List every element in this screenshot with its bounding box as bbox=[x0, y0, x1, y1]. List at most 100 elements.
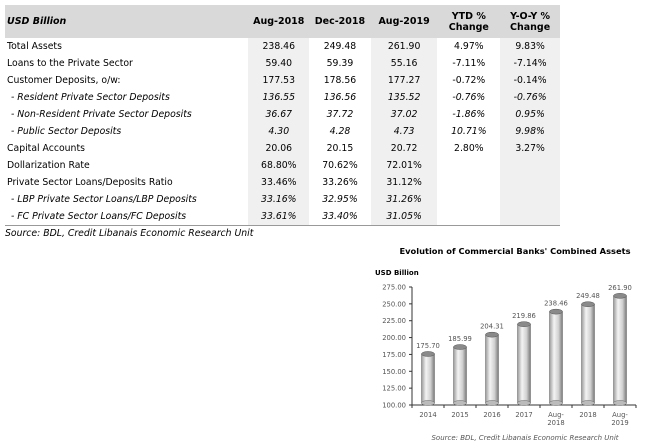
cell-value: 4.28 bbox=[329, 126, 351, 137]
table-row: Private Sector Loans/Deposits Ratio 33.46… bbox=[5, 174, 560, 191]
bar-body bbox=[517, 323, 531, 404]
column-header: Dec-2018 bbox=[309, 5, 371, 38]
table-row: Capital Accounts 20.06 20.15 20.72 2.80% 3.27… bbox=[5, 140, 560, 157]
cell-value: 10.71% bbox=[451, 126, 487, 137]
x-tick-label: 2017 bbox=[515, 411, 532, 419]
cell-value: 33.61% bbox=[248, 208, 310, 226]
data-label: 261.90 bbox=[608, 284, 632, 292]
cell-value: -0.76% bbox=[452, 92, 486, 103]
row-label: Customer Deposits, o/w: bbox=[7, 75, 121, 86]
x-tick-label: 2018 bbox=[579, 411, 596, 419]
column-header-text: YTD % bbox=[451, 10, 486, 22]
row-label: Private Sector Loans/Deposits Ratio bbox=[7, 177, 173, 188]
cell-value: -7.11% bbox=[452, 58, 486, 69]
bar: 219.86 bbox=[512, 312, 536, 406]
cell-value: 20.72 bbox=[370, 140, 438, 157]
bar: 185.99 bbox=[448, 335, 472, 406]
cell-value: 31.26% bbox=[370, 191, 438, 208]
column-header-text: USD Billion bbox=[7, 16, 67, 27]
cell-value: 249.48 bbox=[323, 41, 357, 52]
cell-value: 33.26% bbox=[322, 177, 358, 188]
bar-base bbox=[485, 400, 499, 406]
cell-value: 20.06 bbox=[248, 140, 310, 157]
column-header-text: Aug-2019 bbox=[378, 16, 430, 27]
x-tick-label: 2014 bbox=[419, 411, 436, 419]
y-tick-label: 100.00 bbox=[382, 402, 406, 410]
bar: 204.31 bbox=[480, 323, 504, 406]
bank-indicators-table: USD Billion Aug-2018 Dec-2018 Aug-2019 YTD %… bbox=[5, 5, 560, 226]
bar: 249.48 bbox=[576, 292, 600, 406]
bar-top bbox=[581, 301, 595, 307]
bar-top bbox=[517, 321, 531, 327]
cell-value: 0.95% bbox=[500, 106, 560, 123]
bar-top bbox=[613, 293, 627, 299]
cell-value: 36.67 bbox=[248, 106, 310, 123]
table-row: - Resident Private Sector Deposits 136.55… bbox=[5, 89, 560, 106]
bar-top bbox=[453, 344, 467, 350]
cell-value: 20.15 bbox=[326, 143, 354, 154]
bar-body bbox=[613, 295, 627, 404]
bar-base bbox=[613, 400, 627, 406]
cell-value: 9.83% bbox=[500, 38, 560, 55]
column-header: Y-O-Y % Change bbox=[500, 5, 560, 38]
chart-bars: 175.70 185.99 204.31 219.86 238.46 249.48 261.… bbox=[416, 284, 632, 406]
cell-value: 59.39 bbox=[326, 58, 354, 69]
cell-value: 136.56 bbox=[323, 92, 357, 103]
chart-source-note: Source: BDL, Credit Libanais Economic Re… bbox=[431, 434, 618, 442]
combined-assets-chart: Evolution of Commercial Banks' Combined … bbox=[375, 246, 637, 442]
bar-body bbox=[453, 346, 467, 404]
table-row: - Public Sector Deposits 4.30 4.28 4.73 10.7… bbox=[5, 123, 560, 140]
row-label: - FC Private Sector Loans/FC Deposits bbox=[5, 208, 249, 226]
cell-value bbox=[437, 191, 500, 208]
bar-body bbox=[581, 303, 595, 404]
cell-value: 59.40 bbox=[248, 55, 310, 72]
bar-base bbox=[517, 400, 531, 406]
cell-value: -1.86% bbox=[452, 109, 486, 120]
bar: 261.90 bbox=[608, 284, 632, 406]
cell-value: -0.14% bbox=[500, 72, 560, 89]
row-label: - Public Sector Deposits bbox=[11, 126, 122, 137]
x-tick-label: Aug- bbox=[548, 411, 564, 419]
table-row: Loans to the Private Sector 59.40 59.39 55.… bbox=[5, 55, 560, 72]
cell-value: 55.16 bbox=[370, 55, 438, 72]
cell-value: 238.46 bbox=[248, 38, 310, 55]
y-tick-label: 225.00 bbox=[382, 317, 406, 325]
data-label: 219.86 bbox=[512, 312, 536, 320]
chart-title: Evolution of Commercial Banks' Combined … bbox=[399, 246, 630, 256]
y-tick-label: 150.00 bbox=[382, 368, 406, 376]
x-tick-label: 2016 bbox=[483, 411, 500, 419]
data-label: 249.48 bbox=[576, 292, 600, 300]
cell-value: 4.73 bbox=[370, 123, 438, 140]
bar-base bbox=[421, 400, 435, 406]
cell-value: 4.97% bbox=[454, 41, 484, 52]
row-label: - Non-Resident Private Sector Deposits bbox=[11, 109, 192, 120]
bar-base bbox=[581, 400, 595, 406]
table-header-row: USD Billion Aug-2018 Dec-2018 Aug-2019 YTD %… bbox=[5, 5, 560, 38]
column-header-text: Change bbox=[448, 21, 489, 33]
bar-top bbox=[485, 331, 499, 338]
column-header: Aug-2019 bbox=[370, 5, 438, 38]
row-label: - LBP Private Sector Loans/LBP Deposits bbox=[11, 194, 197, 205]
y-tick-label: 200.00 bbox=[382, 334, 406, 342]
column-header: Aug-2018 bbox=[248, 5, 310, 38]
cell-value: 135.52 bbox=[370, 89, 438, 106]
cell-value: 31.05% bbox=[370, 208, 438, 226]
cell-value: 178.56 bbox=[323, 75, 357, 86]
cell-value bbox=[437, 174, 500, 191]
x-tick-label: 2018 bbox=[547, 419, 564, 427]
cell-value: 33.40% bbox=[309, 208, 371, 226]
data-label: 204.31 bbox=[480, 323, 504, 331]
x-tick-label: 2019 bbox=[611, 419, 628, 427]
cell-value: 4.30 bbox=[248, 123, 310, 140]
cell-value bbox=[500, 157, 560, 174]
cell-value bbox=[500, 191, 560, 208]
cell-value: 9.98% bbox=[500, 123, 560, 140]
x-tick-label: Aug- bbox=[612, 411, 628, 419]
cell-value: 33.16% bbox=[248, 191, 310, 208]
bar-base bbox=[549, 400, 563, 406]
bar: 175.70 bbox=[416, 342, 440, 406]
cell-value: -7.14% bbox=[500, 55, 560, 72]
y-tick-label: 125.00 bbox=[382, 385, 406, 393]
cell-value: -0.76% bbox=[500, 89, 560, 106]
row-label: Dollarization Rate bbox=[7, 160, 90, 171]
